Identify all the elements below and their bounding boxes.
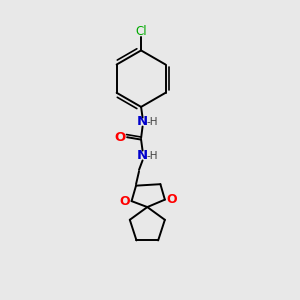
Text: Cl: Cl xyxy=(135,25,147,38)
Text: O: O xyxy=(120,195,130,208)
Text: -H: -H xyxy=(146,117,158,127)
Text: O: O xyxy=(166,193,177,206)
Text: N: N xyxy=(137,148,148,162)
Text: O: O xyxy=(115,131,126,144)
Text: -H: -H xyxy=(146,151,158,161)
Text: N: N xyxy=(137,115,148,128)
